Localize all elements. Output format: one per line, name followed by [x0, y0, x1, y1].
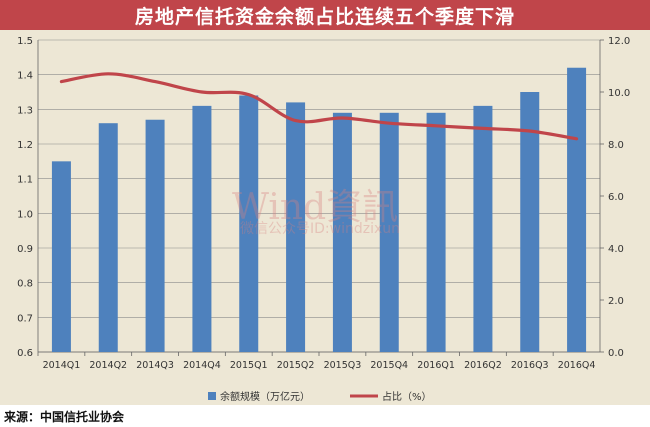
y-right-tick-label: 10.0	[608, 88, 630, 99]
bar	[286, 102, 306, 353]
x-tick-label: 2016Q1	[417, 360, 455, 371]
y-left-tick-label: 1.5	[17, 36, 33, 47]
bar	[567, 67, 587, 352]
y-left-tick-label: 0.8	[17, 279, 33, 290]
x-tick-label: 2016Q2	[464, 360, 502, 371]
x-tick-label: 2015Q1	[230, 360, 268, 371]
bar	[379, 112, 399, 352]
bar	[192, 105, 212, 352]
y-right-tick-label: 0.0	[608, 348, 624, 359]
chart-svg: 0.6 0.7 0.8 0.9 1.0 1.1 1.2 1.3 1.4 1.5 0.0 2.0 4.0 6…	[17, 36, 630, 403]
bar	[145, 119, 165, 352]
share-line	[59, 72, 579, 141]
y-right-tick-label: 12.0	[608, 36, 630, 47]
y-left-tick-label: 1.1	[17, 175, 33, 186]
bar	[426, 112, 446, 352]
legend-swatch-bar	[208, 392, 216, 400]
legend-label-bar: 余额规模（万亿元）	[220, 390, 310, 403]
bar	[473, 105, 493, 352]
bar	[98, 123, 118, 352]
y-right-tick-label: 4.0	[608, 244, 624, 255]
y-left-tick-label: 1.4	[17, 71, 33, 82]
bar	[239, 95, 259, 352]
bar	[332, 112, 352, 352]
x-tick-label: 2016Q4	[558, 360, 596, 371]
x-tick-label: 2014Q4	[183, 360, 221, 371]
legend-label-line: 占比（%）	[382, 390, 432, 403]
x-tick-label: 2015Q3	[324, 360, 362, 371]
y-left-tick-label: 0.9	[17, 244, 33, 255]
x-tick-label: 2014Q3	[136, 360, 174, 371]
y-left-tick-label: 0.6	[17, 348, 33, 359]
y-left-tick-label: 1.2	[17, 140, 33, 151]
x-tick-label: 2016Q3	[511, 360, 549, 371]
bar	[51, 161, 71, 352]
source-note: 来源：中国信托业协会	[4, 410, 125, 424]
y-left-tick-label: 1.3	[17, 105, 33, 116]
x-tick-label: 2015Q2	[277, 360, 315, 371]
y-right-tick-label: 6.0	[608, 192, 624, 203]
x-tick-label: 2014Q2	[89, 360, 127, 371]
x-tick-label: 2014Q1	[43, 360, 81, 371]
y-left-tick-label: 1.0	[17, 209, 33, 220]
bar	[520, 92, 540, 352]
chart-title: 房地产信托资金余额占比连续五个季度下滑	[134, 5, 515, 28]
y-left-tick-label: 0.7	[17, 313, 33, 324]
x-tick-label: 2015Q4	[370, 360, 408, 371]
y-right-tick-label: 2.0	[608, 296, 624, 307]
y-right-tick-label: 8.0	[608, 140, 624, 151]
title-bar: 房地产信托资金余额占比连续五个季度下滑	[0, 0, 650, 30]
